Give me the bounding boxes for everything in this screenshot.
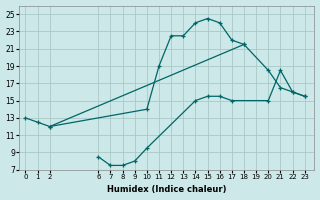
X-axis label: Humidex (Indice chaleur): Humidex (Indice chaleur) (107, 185, 227, 194)
